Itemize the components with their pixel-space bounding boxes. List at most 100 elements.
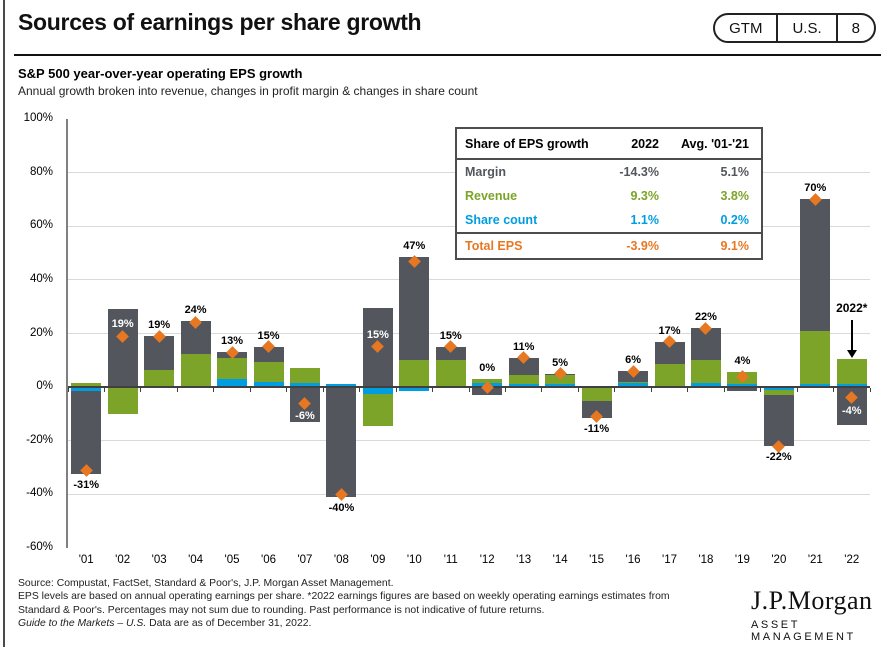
- source-line-1: Source: Compustat, FactSet, Standard & P…: [18, 578, 394, 589]
- axis-tick: [176, 388, 178, 393]
- bar-label-13: 11%: [512, 340, 535, 353]
- axis-tick: [504, 388, 506, 393]
- source-line-4: Guide to the Markets – U.S. Data are as …: [18, 617, 670, 630]
- axis-tick: [468, 388, 470, 393]
- page-title: Sources of earnings per share growth: [18, 9, 422, 35]
- axis-tick: [395, 388, 397, 393]
- bar-02-revenue: [107, 388, 138, 414]
- axis-tick: [723, 388, 725, 393]
- x-tick-label-09: '09: [370, 554, 386, 566]
- bar-label-07: -6%: [295, 410, 315, 423]
- chart-title: S&P 500 year-over-year operating EPS gro…: [18, 66, 303, 81]
- bar-19-margin: [727, 387, 758, 392]
- bar-label-09: 15%: [366, 328, 389, 341]
- share-of-eps-growth-table: Share of EPS growth 2022 Avg. '01-'21 Ma…: [455, 127, 763, 260]
- jpmorgan-wordmark: J.P.Morgan: [751, 586, 873, 615]
- bar-07-revenue: [289, 368, 320, 384]
- bar-11-revenue: [435, 360, 466, 386]
- bar-07-share-count: [289, 383, 320, 388]
- revenue-2022-value: 9.3%: [630, 189, 660, 203]
- bar-11-margin: [435, 346, 466, 361]
- bar-01-margin: [71, 391, 102, 475]
- bar-08-margin: [326, 387, 357, 498]
- bar-label-11: 15%: [439, 329, 462, 342]
- axis-tick: [140, 388, 142, 393]
- bar-15-revenue: [581, 387, 612, 401]
- bar-01-revenue: [71, 383, 102, 388]
- bar-label-15: -11%: [584, 422, 610, 435]
- axis-tick: [833, 388, 835, 393]
- total-eps-label: Total EPS: [465, 239, 523, 253]
- bar-13-share-count: [508, 384, 539, 388]
- table-col-2022: 2022: [631, 136, 659, 151]
- y-tick-label-80: 80%: [29, 165, 53, 178]
- bar-label-04: 24%: [184, 304, 207, 317]
- x-tick-label-06: '06: [261, 554, 276, 566]
- x-tick-label-12: '12: [479, 554, 495, 566]
- source-line-2: EPS levels are based on annual operating…: [18, 591, 670, 603]
- table-row-share-count: Share count 1.1% 0.2%: [457, 208, 761, 232]
- bar-label-10: 47%: [403, 240, 426, 253]
- bar-19-share-count: [727, 384, 758, 388]
- table-col-avg: Avg. '01-'21: [680, 136, 749, 151]
- y-tick-label--40: -40%: [26, 487, 53, 500]
- bar-13-margin: [508, 357, 539, 376]
- annotation-2022-label: 2022*: [836, 301, 868, 316]
- x-tick-label-01: '01: [78, 554, 94, 566]
- jpmorgan-logo: J.P.Morgan ASSET MANAGEMENT: [751, 586, 895, 643]
- bar-label-16: 6%: [625, 354, 641, 367]
- bar-13-revenue: [508, 375, 539, 385]
- axis-tick: [650, 388, 652, 393]
- x-tick-label-18: '18: [698, 554, 714, 566]
- asset-management-label: ASSET MANAGEMENT: [751, 619, 856, 643]
- bar-label-19: 4%: [734, 355, 751, 368]
- bar-09-revenue: [362, 393, 393, 426]
- axis-tick: [577, 388, 579, 393]
- axis-tick: [796, 388, 798, 393]
- bar-02-margin: [107, 309, 138, 388]
- axis-tick: [213, 388, 215, 393]
- header-divider: [14, 54, 881, 56]
- x-tick-label-08: '08: [333, 554, 349, 566]
- bar-17-margin: [654, 341, 685, 365]
- x-tick-label-17: '17: [662, 554, 677, 566]
- total-eps-2022-value: -3.9%: [626, 239, 659, 253]
- source-line-3: Standard & Poor's. Percentages may not s…: [18, 604, 545, 616]
- y-axis: 100% 80% 60% 40% 20% 0% -20% -40% -60%: [0, 112, 60, 553]
- axis-tick: [687, 388, 689, 393]
- axis-tick: [541, 388, 543, 393]
- bar-label-06: 15%: [257, 329, 280, 342]
- x-tick-label-15: '15: [589, 554, 605, 566]
- zero-axis-line: [68, 386, 870, 389]
- bar-05-share-count: [217, 379, 248, 388]
- table-row-total-eps: Total EPS -3.9% 9.1%: [457, 232, 761, 258]
- x-tick-label-04: '04: [188, 554, 204, 566]
- bar-09-share-count: [362, 387, 393, 394]
- source-note: Source: Compustat, FactSet, Standard & P…: [18, 577, 670, 630]
- x-tick-label-07: '07: [297, 554, 313, 566]
- y-tick-label-20: 20%: [29, 326, 53, 339]
- revenue-label: Revenue: [465, 189, 518, 203]
- table-row-margin: Margin -14.3% 5.1%: [457, 160, 761, 184]
- x-tick-label-20: '20: [771, 554, 787, 566]
- x-tick-label-02: '02: [115, 554, 131, 566]
- share-count-label: Share count: [465, 213, 538, 227]
- bar-21-share-count: [800, 384, 831, 388]
- x-tick-label-19: '19: [734, 554, 750, 566]
- bar-21-margin: [800, 199, 831, 331]
- bar-label-03: 19%: [148, 319, 171, 332]
- margin-2022-value: -14.3%: [619, 165, 659, 179]
- bar-label-01: -31%: [73, 479, 100, 492]
- bar-label-12: 0%: [479, 362, 496, 375]
- pill-page-number: 8: [835, 15, 874, 41]
- x-tick-label-22: '22: [844, 554, 860, 566]
- bar-label-22: -4%: [841, 404, 862, 417]
- y-tick-label-0: 0%: [36, 380, 53, 393]
- bar-08-share-count: [326, 384, 357, 388]
- bar-04-revenue: [180, 353, 211, 388]
- bar-16-revenue: [618, 381, 649, 384]
- y-tick-label-40: 40%: [29, 272, 53, 285]
- margin-label: Margin: [465, 165, 506, 179]
- x-tick-label-11: '11: [443, 554, 458, 566]
